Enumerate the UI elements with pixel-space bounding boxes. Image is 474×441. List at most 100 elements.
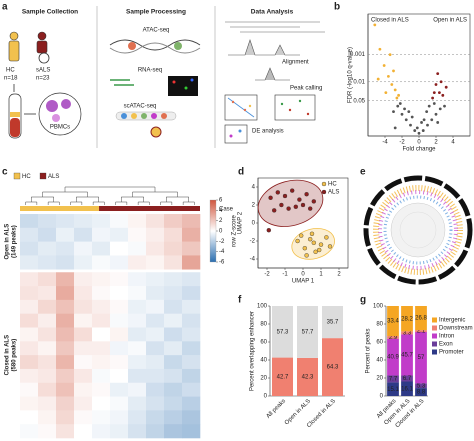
point [403, 107, 406, 111]
heatmap-cell [128, 214, 147, 229]
heatmap-cell [164, 214, 183, 229]
y-tick-label: 20 [260, 376, 267, 382]
heatmap-cell [38, 341, 57, 356]
heatmap-cell [164, 299, 183, 314]
bar-segment [272, 306, 293, 358]
dendrogram [64, 186, 156, 192]
point [407, 110, 411, 113]
panel-label: g [360, 295, 366, 306]
point [390, 83, 394, 86]
heatmap-cell [110, 299, 129, 314]
value-label: 57 [418, 355, 425, 361]
y-tick-label: 2 [252, 203, 256, 209]
heatmap-cell [92, 368, 111, 384]
panel-label: e [360, 167, 366, 178]
heatmap-cell [74, 286, 93, 301]
legend-swatch [432, 317, 437, 323]
bead [150, 126, 162, 138]
heatmap-cell [128, 327, 147, 342]
heatmap-cell [110, 355, 129, 370]
heatmap-cell [164, 241, 183, 256]
legend-swatch [432, 341, 437, 347]
y-tick-label: 0 [252, 221, 256, 227]
bead [121, 113, 127, 119]
value-label: 7.7 [389, 377, 398, 383]
legend-label: HC [22, 174, 31, 180]
colorbar-tick-label: 4 [219, 208, 223, 214]
point [432, 91, 436, 95]
y-tick-label: 100 [257, 304, 268, 310]
point [295, 238, 300, 244]
colorbar-tick-label: 2 [219, 218, 223, 224]
panel-label: a [2, 2, 8, 13]
heatmap-cell [110, 214, 129, 229]
heatmap-cell [92, 241, 111, 256]
heatmap-cell [74, 355, 93, 370]
heatmap-cell [146, 327, 165, 342]
point [392, 110, 395, 113]
colorbar-tick-label: -2 [219, 239, 225, 245]
legend-marker [321, 181, 327, 187]
peak-icon [228, 39, 300, 56]
row-group-sublabel: (580 peaks) [12, 339, 18, 372]
point [388, 53, 392, 57]
heatmap-cell [110, 368, 129, 384]
heatmap-cell [182, 214, 201, 229]
bar-segment [272, 357, 293, 396]
dendrogram [70, 201, 83, 205]
legend-label: ALS [328, 190, 339, 196]
heatmap-cell [38, 355, 57, 370]
x-tick-label: 0 [301, 272, 305, 278]
heatmap-cell [182, 396, 201, 411]
heatmap-cell [74, 327, 93, 342]
bar-segment [387, 338, 399, 376]
heatmap-cell [128, 272, 147, 287]
heatmap-cell [92, 286, 111, 301]
point [397, 93, 400, 97]
heatmap-cell [38, 227, 57, 242]
heatmap-cell [164, 255, 183, 270]
dendrogram [25, 201, 38, 205]
heatmap-cell [164, 272, 183, 287]
person-icon [8, 40, 20, 62]
heatmap-cell [74, 313, 93, 328]
heatmap-cell [128, 299, 147, 314]
point [392, 69, 395, 73]
x-tick-label: 0 [417, 140, 421, 146]
colorbar-tick-label: -4 [219, 249, 225, 255]
heatmap-cell [20, 327, 39, 342]
person-icon [37, 31, 47, 41]
y-tick-label: 100 [373, 304, 384, 310]
x-tick-label: -1 [282, 272, 288, 278]
y-tick-label: 0 [380, 394, 384, 400]
colorbar-tick-label: -6 [219, 260, 225, 266]
nucleosome-icon [174, 42, 182, 50]
heatmap-cell [92, 272, 111, 287]
case-bar [20, 206, 100, 211]
heatmap-cell [92, 299, 111, 314]
heatmap-cell [146, 286, 165, 301]
bead [161, 113, 167, 119]
heatmap-cell [110, 272, 129, 287]
point [427, 104, 431, 108]
point [438, 91, 441, 95]
heatmap-cell [128, 355, 147, 370]
heatmap-cell [74, 214, 93, 229]
heatmap-cell [182, 424, 201, 439]
heatmap-cell [20, 341, 39, 356]
heatmap-cell [56, 410, 75, 425]
y-tick-label: 20 [376, 376, 383, 382]
case-bar [99, 206, 200, 211]
heatmap-cell [164, 227, 183, 242]
heatmap-cell [128, 368, 147, 384]
bar-segment [401, 306, 413, 332]
heatmap-cell [74, 341, 93, 356]
bar-segment [415, 330, 427, 333]
point [415, 126, 419, 130]
series-annotation: Open in ALS [433, 18, 467, 24]
step-label: scATAC-seq [124, 104, 157, 110]
section-title: Data Analysis [251, 9, 294, 16]
y-tick-label: 80 [260, 322, 267, 328]
heatmap-cell [110, 227, 129, 242]
heatmap-cell [146, 299, 165, 314]
